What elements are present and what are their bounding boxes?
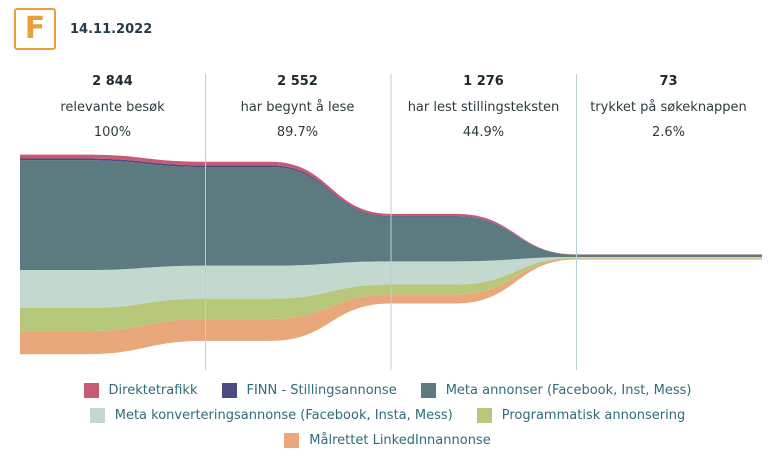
report-date: 14.11.2022	[70, 22, 153, 37]
stage-percent: 2.6%	[651, 125, 686, 140]
legend-swatch	[83, 383, 99, 398]
legend-row: Målrettet LinkedInnannonse	[0, 428, 775, 453]
legend-swatch	[476, 408, 492, 423]
chart-legend: Direktetrafikk FINN - Stillingsannonse M…	[0, 378, 775, 453]
legend-swatch	[89, 408, 105, 423]
stage-count: 1 276	[463, 74, 504, 89]
legend-label: Programmatisk annonsering	[501, 408, 686, 423]
stage-percent: 44.9%	[462, 125, 505, 140]
legend-row: Direktetrafikk FINN - Stillingsannonse M…	[0, 378, 775, 403]
legend-item-linkedin[interactable]: Målrettet LinkedInnannonse	[284, 433, 491, 448]
stage-begynt-lese: 2 552 har begynt å lese 89.7%	[205, 72, 390, 142]
legend-label: Meta konverteringsannonse (Facebook, Ins…	[114, 408, 453, 423]
stage-label: har lest stillingsteksten	[407, 100, 560, 115]
legend-label: Målrettet LinkedInnannonse	[309, 433, 491, 448]
legend-label: Meta annonser (Facebook, Inst, Mess)	[445, 383, 692, 398]
stage-sokeknapp: 73 trykket på søkeknappen 2.6%	[576, 72, 761, 142]
stage-label: har begynt å lese	[240, 100, 355, 115]
stage-relevante-besok: 2 844 relevante besøk 100%	[20, 72, 205, 142]
stage-count: 2 844	[92, 74, 133, 89]
stage-label: trykket på søkeknappen	[590, 100, 747, 115]
stage-count: 73	[659, 74, 678, 89]
legend-swatch	[284, 433, 300, 448]
legend-label: FINN - Stillingsannonse	[246, 383, 397, 398]
stage-count: 2 552	[277, 74, 318, 89]
legend-item-meta-annonser[interactable]: Meta annonser (Facebook, Inst, Mess)	[420, 383, 692, 398]
stage-label: relevante besøk	[60, 100, 165, 115]
legend-swatch	[420, 383, 436, 398]
legend-item-programmatisk[interactable]: Programmatisk annonsering	[476, 408, 686, 423]
stage-lest-tekst: 1 276 har lest stillingsteksten 44.9%	[391, 72, 576, 142]
legend-row: Meta konverteringsannonse (Facebook, Ins…	[0, 403, 775, 428]
stage-percent: 89.7%	[276, 125, 319, 140]
legend-item-meta-konvertering[interactable]: Meta konverteringsannonse (Facebook, Ins…	[89, 408, 453, 423]
legend-label: Direktetrafikk	[108, 383, 198, 398]
stage-percent: 100%	[93, 125, 132, 140]
logo-letter: F	[24, 11, 46, 46]
brand-logo: F	[14, 8, 56, 50]
legend-item-finn[interactable]: FINN - Stillingsannonse	[221, 383, 397, 398]
legend-item-direktetrafikk[interactable]: Direktetrafikk	[83, 383, 198, 398]
legend-swatch	[221, 383, 237, 398]
